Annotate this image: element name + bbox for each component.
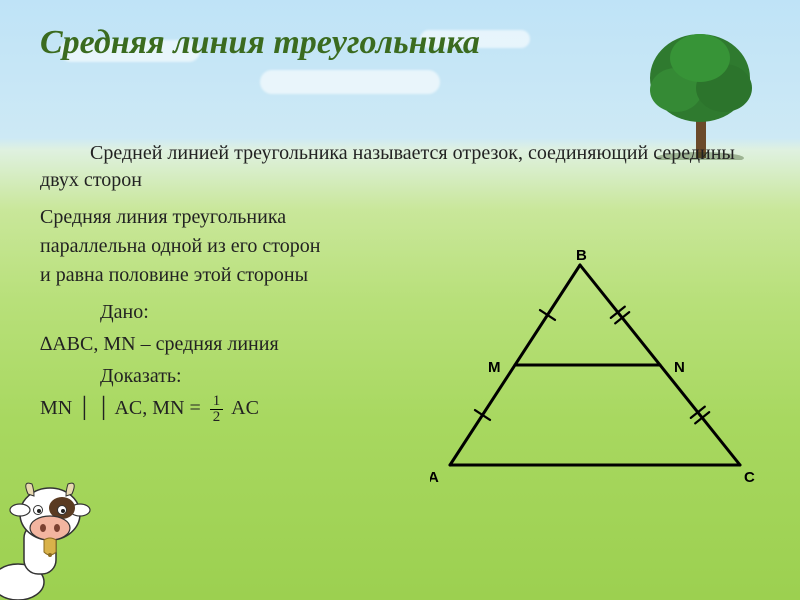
- definition-text: Средней линией треугольника называется о…: [40, 140, 760, 194]
- property-line-1: Средняя линия треугольника: [40, 204, 760, 231]
- slide-body: Средней линией треугольника называется о…: [40, 140, 760, 560]
- slide: Средняя линия треугольника Средней линие…: [0, 0, 800, 600]
- svg-text:M: M: [488, 359, 501, 376]
- prove-suffix: AC: [231, 397, 259, 419]
- frac-num: 1: [210, 394, 224, 410]
- frac-den: 2: [210, 410, 224, 425]
- svg-text:N: N: [674, 359, 685, 376]
- svg-text:C: C: [744, 469, 755, 486]
- triangle-diagram: A B C M N: [430, 250, 760, 490]
- prove-prefix: MN │ │ AC, MN =: [40, 397, 206, 419]
- svg-text:A: A: [430, 469, 439, 486]
- fraction-one-half: 1 2: [210, 394, 224, 425]
- slide-title: Средняя линия треугольника: [40, 24, 620, 62]
- tree-decor: [640, 20, 760, 160]
- svg-text:B: B: [576, 250, 587, 264]
